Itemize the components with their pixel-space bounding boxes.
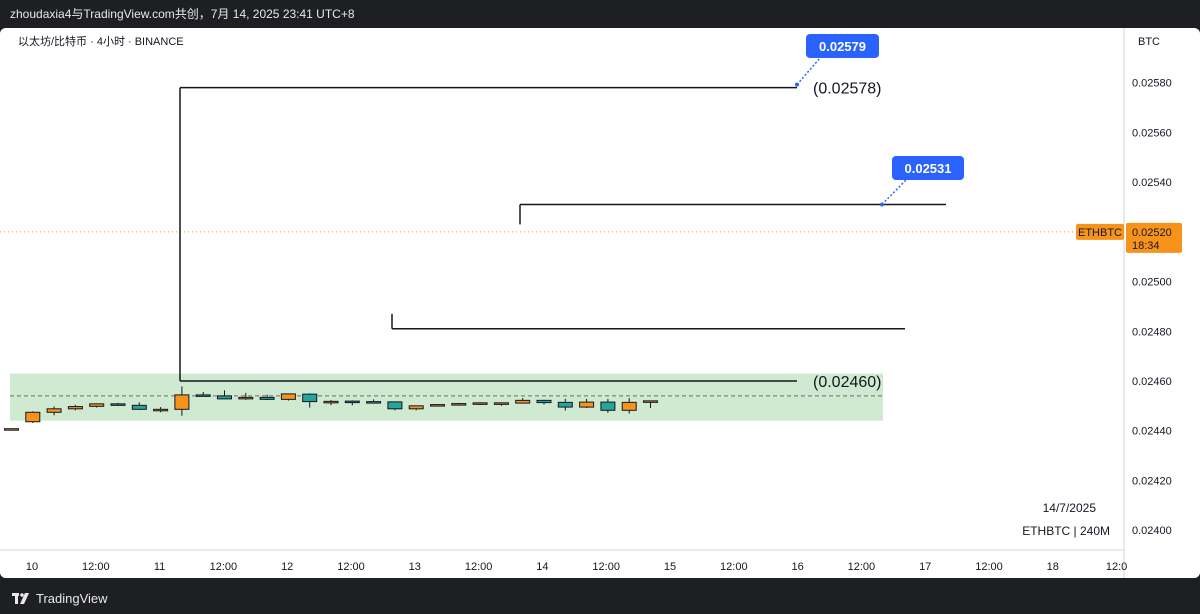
price-callout-mid[interactable] bbox=[892, 156, 964, 180]
x-tick-label: 12:00 bbox=[82, 561, 110, 573]
candle-body[interactable] bbox=[302, 393, 318, 403]
y-tick-label: 0.02460 bbox=[1132, 376, 1172, 388]
candle-body[interactable] bbox=[344, 400, 360, 404]
x-tick-label: 12 bbox=[281, 561, 293, 573]
price-callout-high[interactable] bbox=[806, 34, 879, 58]
x-tick-label: 12:00 bbox=[592, 561, 620, 573]
y-tick-label: 0.02400 bbox=[1132, 525, 1172, 537]
candle-body[interactable] bbox=[195, 394, 211, 397]
date-label: 14/7/2025 bbox=[1043, 501, 1097, 515]
brand-name: TradingView bbox=[36, 591, 108, 606]
y-tick-label: 0.02580 bbox=[1132, 78, 1172, 90]
tradingview-brand[interactable]: TradingView bbox=[12, 591, 108, 606]
y-tick-label: 0.02480 bbox=[1132, 326, 1172, 338]
candle-body[interactable] bbox=[323, 400, 339, 404]
price-callout-mid-pointer bbox=[881, 179, 907, 206]
candle-body[interactable] bbox=[153, 408, 169, 412]
symbol-price-tag bbox=[1076, 223, 1124, 240]
candle-body[interactable] bbox=[515, 399, 531, 404]
x-tick-label: 11 bbox=[154, 561, 165, 573]
y-tick-label: 0.02420 bbox=[1132, 475, 1172, 487]
price-callout-high-text: 0.02579 bbox=[819, 39, 866, 54]
candle-body[interactable] bbox=[600, 401, 616, 411]
candle-body[interactable] bbox=[472, 402, 488, 405]
level-label-low: (0.02460) bbox=[813, 374, 882, 391]
price-callout-high-pointer bbox=[796, 57, 821, 86]
symbol-tag-text: ETHBTC bbox=[1078, 227, 1122, 239]
candle-body[interactable] bbox=[621, 401, 637, 411]
tradingview-logo-icon bbox=[12, 592, 29, 604]
y-tick-label: 0.02500 bbox=[1132, 277, 1172, 289]
candle-body[interactable] bbox=[280, 393, 296, 400]
x-tick-label: 15 bbox=[664, 561, 676, 573]
candle-body[interactable] bbox=[259, 396, 275, 400]
x-tick-label: 12:00 bbox=[210, 561, 238, 573]
candle-body[interactable] bbox=[67, 406, 83, 410]
candle-body[interactable] bbox=[430, 404, 445, 407]
x-tick-label: 12:00 bbox=[975, 561, 1003, 573]
price-callout-high-anchor bbox=[795, 82, 799, 87]
x-tick-label: 17 bbox=[919, 561, 931, 573]
x-tick-label: 12:00 bbox=[337, 561, 365, 573]
candle-body[interactable] bbox=[238, 396, 254, 400]
y-tick-label: 0.02440 bbox=[1132, 426, 1172, 438]
last-price-value: 0.02520 bbox=[1132, 227, 1172, 239]
candle-body[interactable] bbox=[110, 403, 126, 406]
x-tick-label: 12:00 bbox=[465, 561, 493, 573]
candlestick-chart[interactable]: 以太坊/比特币 · 4小时 · BINANCE BTC 0.02400 0.024… bbox=[0, 28, 1200, 578]
candle-body[interactable] bbox=[387, 401, 403, 410]
x-tick-label: 14 bbox=[536, 561, 548, 573]
chart-title: 以太坊/比特币 · 4小时 · BINANCE bbox=[18, 34, 184, 48]
price-callout-mid-text: 0.02531 bbox=[905, 161, 952, 176]
price-callout-mid-anchor bbox=[880, 202, 884, 207]
footer-bar: TradingView bbox=[0, 585, 1200, 614]
title-bar: zhoudaxia4与TradingView.com共创，7月 14, 2025… bbox=[0, 0, 1200, 28]
snapshot-title: zhoudaxia4与TradingView.com共创，7月 14, 2025… bbox=[10, 7, 355, 21]
y-tick-label: 0.02560 bbox=[1132, 127, 1172, 139]
candle-body[interactable] bbox=[451, 403, 467, 406]
candle-body[interactable] bbox=[174, 394, 190, 410]
candle-body[interactable] bbox=[643, 400, 658, 403]
candle-body[interactable] bbox=[217, 395, 232, 400]
candle-body[interactable] bbox=[408, 405, 424, 410]
chart-panel[interactable]: 以太坊/比特币 · 4小时 · BINANCE BTC 0.02400 0.024… bbox=[0, 28, 1200, 578]
currency-label: BTC bbox=[1138, 36, 1160, 48]
x-tick-label: 12:0 bbox=[1106, 561, 1127, 573]
candle-body[interactable] bbox=[366, 401, 382, 404]
candle-body[interactable] bbox=[557, 401, 573, 408]
candle-body[interactable] bbox=[46, 408, 62, 413]
x-tick-label: 10 bbox=[26, 561, 38, 573]
x-tick-label: 13 bbox=[409, 561, 421, 573]
level-label-high: (0.02578) bbox=[813, 81, 882, 98]
x-tick-label: 12:00 bbox=[720, 561, 748, 573]
x-tick-label: 12:00 bbox=[848, 561, 876, 573]
candle-body[interactable] bbox=[579, 401, 595, 408]
candle-body[interactable] bbox=[89, 403, 105, 407]
y-tick-label: 0.02540 bbox=[1132, 177, 1172, 189]
candle-body[interactable] bbox=[493, 402, 509, 405]
candle-body[interactable] bbox=[4, 428, 19, 431]
symbol-interval-label: ETHBTC | 240M bbox=[1022, 524, 1110, 538]
candle-body[interactable] bbox=[25, 411, 41, 423]
candle-body[interactable] bbox=[536, 399, 552, 404]
bar-countdown: 18:34 bbox=[1132, 240, 1160, 252]
last-price-badge bbox=[1126, 222, 1182, 253]
candle-body[interactable] bbox=[131, 404, 147, 410]
x-tick-label: 16 bbox=[791, 561, 803, 573]
x-tick-label: 18 bbox=[1047, 561, 1059, 573]
